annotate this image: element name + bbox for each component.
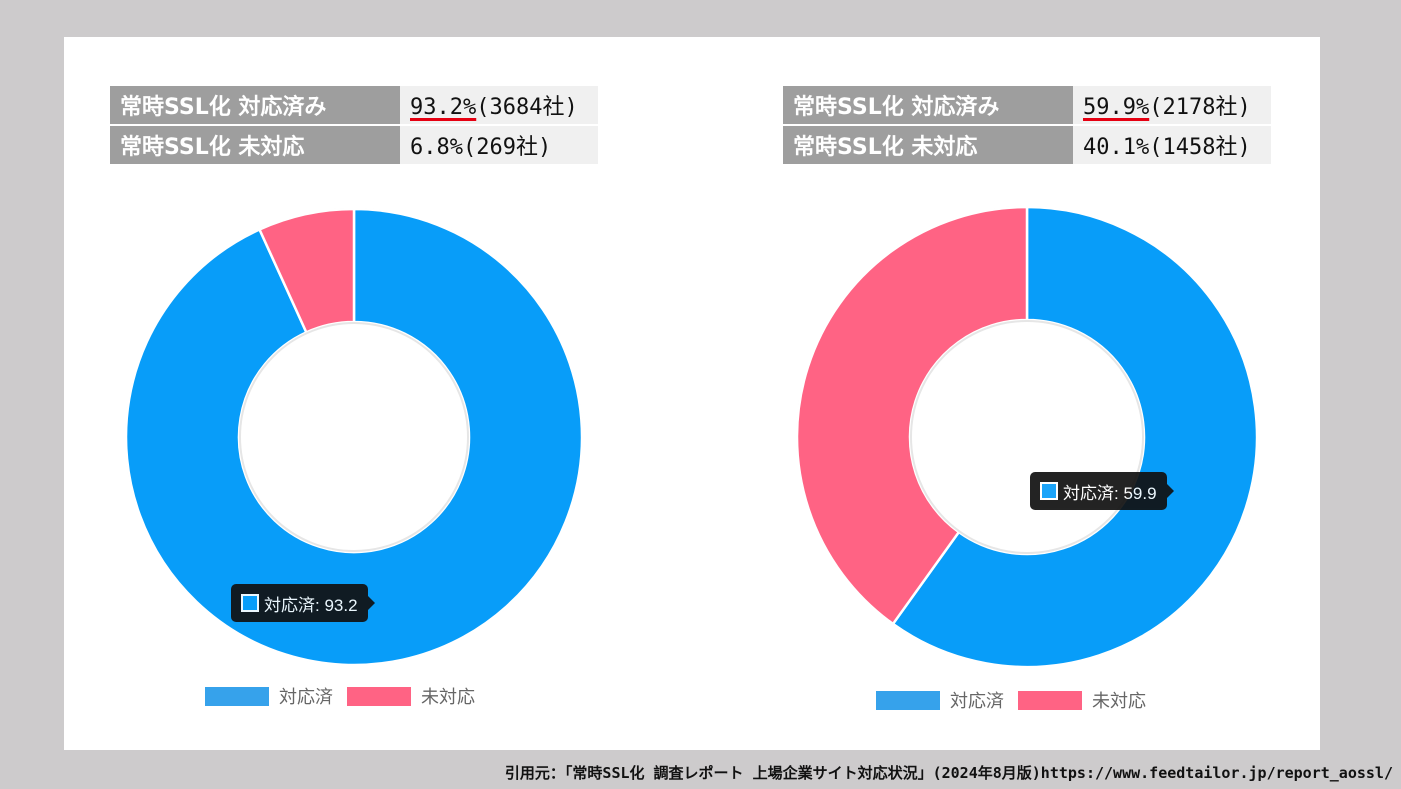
tooltip-swatch bbox=[1040, 482, 1058, 500]
legend-swatch bbox=[347, 686, 411, 706]
chart-legend-right: 対応済 未対応 bbox=[876, 687, 1160, 713]
stats-value: 93.2%(3684社) bbox=[400, 86, 598, 124]
stats-label: 常時SSL化 対応済み bbox=[110, 86, 400, 124]
stats-label: 常時SSL化 対応済み bbox=[783, 86, 1073, 124]
stats-value-rest: (3684社) bbox=[476, 95, 578, 120]
legend-swatch bbox=[876, 690, 940, 710]
legend-item-handled[interactable]: 対応済 bbox=[205, 683, 333, 709]
donut-hole bbox=[910, 320, 1144, 554]
stats-value-rest: 6.8%(269社) bbox=[410, 135, 552, 160]
tooltip-swatch bbox=[241, 594, 259, 612]
legend-label: 未対応 bbox=[421, 687, 475, 707]
stats-label: 常時SSL化 未対応 bbox=[110, 126, 400, 164]
tooltip-text: 対応済: 59.9 bbox=[1063, 483, 1157, 503]
legend-swatch bbox=[1018, 690, 1082, 710]
legend-label: 未対応 bbox=[1092, 691, 1146, 711]
stats-row: 常時SSL化 対応済み 93.2%(3684社) bbox=[110, 86, 598, 124]
stats-value: 59.9%(2178社) bbox=[1073, 86, 1271, 124]
chart-tooltip-left: 対応済: 93.2 bbox=[231, 584, 375, 622]
legend-label: 対応済 bbox=[279, 687, 333, 707]
stats-table-right: 常時SSL化 対応済み 59.9%(2178社) 常時SSL化 未対応 40.1… bbox=[783, 84, 1271, 166]
legend-item-not-handled[interactable]: 未対応 bbox=[1018, 687, 1146, 713]
donut-hole bbox=[239, 322, 469, 552]
chart-tooltip-right: 対応済: 59.9 bbox=[1030, 472, 1174, 510]
stats-row: 常時SSL化 未対応 6.8%(269社) bbox=[110, 126, 598, 164]
stats-row: 常時SSL化 対応済み 59.9%(2178社) bbox=[783, 86, 1271, 124]
stats-value-highlight: 93.2% bbox=[410, 95, 477, 120]
stats-value: 6.8%(269社) bbox=[400, 126, 598, 164]
stats-row: 常時SSL化 未対応 40.1%(1458社) bbox=[783, 126, 1271, 164]
source-citation: 引用元：「常時SSL化 調査レポート 上場企業サイト対応状況」(2024年8月版… bbox=[504, 764, 1393, 782]
stats-table-left: 常時SSL化 対応済み 93.2%(3684社) 常時SSL化 未対応 6.8%… bbox=[110, 84, 598, 166]
stats-value-rest: (2178社) bbox=[1149, 95, 1251, 120]
stats-value-rest: 40.1%(1458社) bbox=[1083, 135, 1251, 160]
stats-value-highlight: 59.9% bbox=[1083, 95, 1150, 120]
legend-label: 対応済 bbox=[950, 691, 1004, 711]
tooltip-text: 対応済: 93.2 bbox=[264, 595, 358, 615]
stats-label: 常時SSL化 未対応 bbox=[783, 126, 1073, 164]
legend-swatch bbox=[205, 686, 269, 706]
stats-value: 40.1%(1458社) bbox=[1073, 126, 1271, 164]
legend-item-handled[interactable]: 対応済 bbox=[876, 687, 1004, 713]
chart-legend-left: 対応済 未対応 bbox=[205, 683, 489, 709]
legend-item-not-handled[interactable]: 未対応 bbox=[347, 683, 475, 709]
